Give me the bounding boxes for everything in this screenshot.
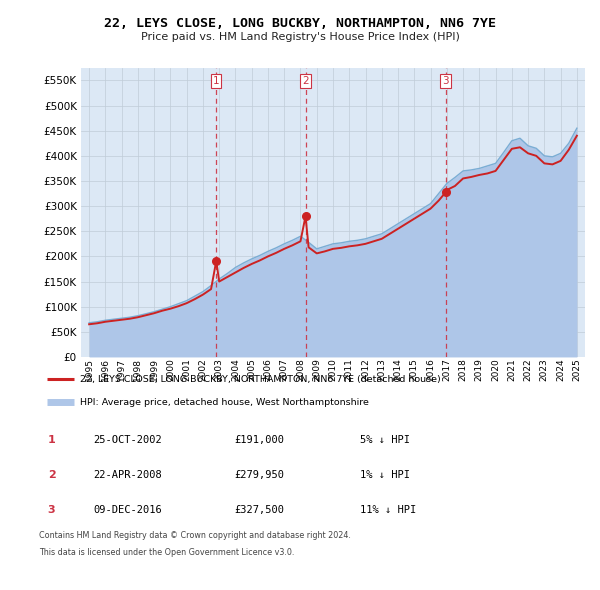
Text: 1% ↓ HPI: 1% ↓ HPI — [360, 470, 410, 480]
Text: £327,500: £327,500 — [234, 506, 284, 515]
Text: Contains HM Land Registry data © Crown copyright and database right 2024.: Contains HM Land Registry data © Crown c… — [39, 531, 351, 540]
Text: 3: 3 — [442, 76, 449, 86]
Text: Price paid vs. HM Land Registry's House Price Index (HPI): Price paid vs. HM Land Registry's House … — [140, 32, 460, 42]
Text: 22, LEYS CLOSE, LONG BUCKBY, NORTHAMPTON, NN6 7YE (detached house): 22, LEYS CLOSE, LONG BUCKBY, NORTHAMPTON… — [79, 375, 440, 384]
Text: 22, LEYS CLOSE, LONG BUCKBY, NORTHAMPTON, NN6 7YE: 22, LEYS CLOSE, LONG BUCKBY, NORTHAMPTON… — [104, 17, 496, 30]
Text: £191,000: £191,000 — [234, 435, 284, 444]
Text: 11% ↓ HPI: 11% ↓ HPI — [360, 506, 416, 515]
Text: 1: 1 — [48, 435, 55, 444]
Text: 5% ↓ HPI: 5% ↓ HPI — [360, 435, 410, 444]
Text: 1: 1 — [213, 76, 220, 86]
Text: 3: 3 — [48, 506, 55, 515]
Text: This data is licensed under the Open Government Licence v3.0.: This data is licensed under the Open Gov… — [39, 548, 295, 556]
Text: 22-APR-2008: 22-APR-2008 — [93, 470, 162, 480]
Text: 09-DEC-2016: 09-DEC-2016 — [93, 506, 162, 515]
Text: 2: 2 — [48, 470, 55, 480]
Text: 25-OCT-2002: 25-OCT-2002 — [93, 435, 162, 444]
Text: £279,950: £279,950 — [234, 470, 284, 480]
Text: 2: 2 — [302, 76, 309, 86]
Text: HPI: Average price, detached house, West Northamptonshire: HPI: Average price, detached house, West… — [79, 398, 368, 407]
